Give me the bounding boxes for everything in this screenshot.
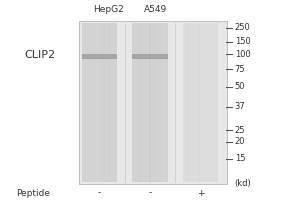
- Text: Peptide: Peptide: [16, 189, 50, 198]
- Text: 150: 150: [235, 37, 250, 46]
- Text: -: -: [98, 189, 101, 198]
- Bar: [82, 54, 117, 59]
- Text: 37: 37: [235, 102, 245, 111]
- Text: CLIP2: CLIP2: [25, 50, 56, 60]
- Text: 20: 20: [235, 137, 245, 146]
- Text: 25: 25: [235, 126, 245, 135]
- Text: (kd): (kd): [235, 179, 251, 188]
- Bar: [79, 21, 227, 184]
- Text: 100: 100: [235, 50, 250, 59]
- Bar: [132, 54, 168, 59]
- Text: A549: A549: [144, 5, 168, 14]
- Text: 50: 50: [235, 82, 245, 91]
- Text: +: +: [197, 189, 204, 198]
- Text: 15: 15: [235, 154, 245, 163]
- Bar: [82, 23, 117, 182]
- Text: HepG2: HepG2: [93, 5, 124, 14]
- Text: -: -: [148, 189, 152, 198]
- Bar: [132, 23, 168, 182]
- Bar: [183, 23, 218, 182]
- Text: 250: 250: [235, 23, 250, 32]
- Text: 75: 75: [235, 65, 245, 74]
